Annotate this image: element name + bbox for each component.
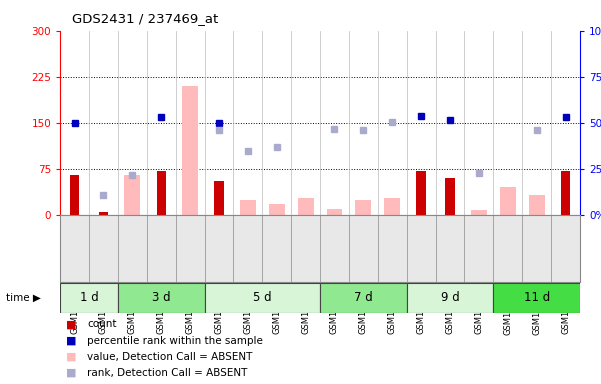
Bar <box>157 171 166 215</box>
Bar <box>124 175 140 215</box>
Text: ■: ■ <box>66 336 76 346</box>
Text: ■: ■ <box>66 319 76 329</box>
Text: 1 d: 1 d <box>79 291 99 305</box>
Bar <box>240 200 256 215</box>
Bar <box>326 209 343 215</box>
Text: ■: ■ <box>66 368 76 378</box>
Bar <box>445 178 454 215</box>
Bar <box>529 195 545 215</box>
Bar <box>182 86 198 215</box>
Bar <box>99 212 108 215</box>
Text: 5 d: 5 d <box>253 291 272 305</box>
Bar <box>407 283 493 313</box>
Bar <box>60 283 118 313</box>
Bar <box>320 283 407 313</box>
Text: value, Detection Call = ABSENT: value, Detection Call = ABSENT <box>87 352 252 362</box>
Text: rank, Detection Call = ABSENT: rank, Detection Call = ABSENT <box>87 368 248 378</box>
Text: time ▶: time ▶ <box>6 293 41 303</box>
Bar <box>500 187 516 215</box>
Bar <box>384 198 400 215</box>
Text: ■: ■ <box>66 352 76 362</box>
Text: 3 d: 3 d <box>152 291 171 305</box>
Bar <box>204 283 320 313</box>
Text: 11 d: 11 d <box>523 291 550 305</box>
Text: count: count <box>87 319 117 329</box>
Bar <box>215 181 224 215</box>
Bar <box>561 171 570 215</box>
Text: 9 d: 9 d <box>441 291 459 305</box>
Text: percentile rank within the sample: percentile rank within the sample <box>87 336 263 346</box>
Bar <box>269 204 285 215</box>
Bar <box>118 283 204 313</box>
Bar <box>493 283 580 313</box>
Bar <box>416 171 426 215</box>
Bar <box>355 200 371 215</box>
Bar <box>297 198 314 215</box>
Bar <box>471 210 487 215</box>
Text: GDS2431 / 237469_at: GDS2431 / 237469_at <box>72 12 218 25</box>
Bar <box>70 175 79 215</box>
Text: 7 d: 7 d <box>354 291 373 305</box>
